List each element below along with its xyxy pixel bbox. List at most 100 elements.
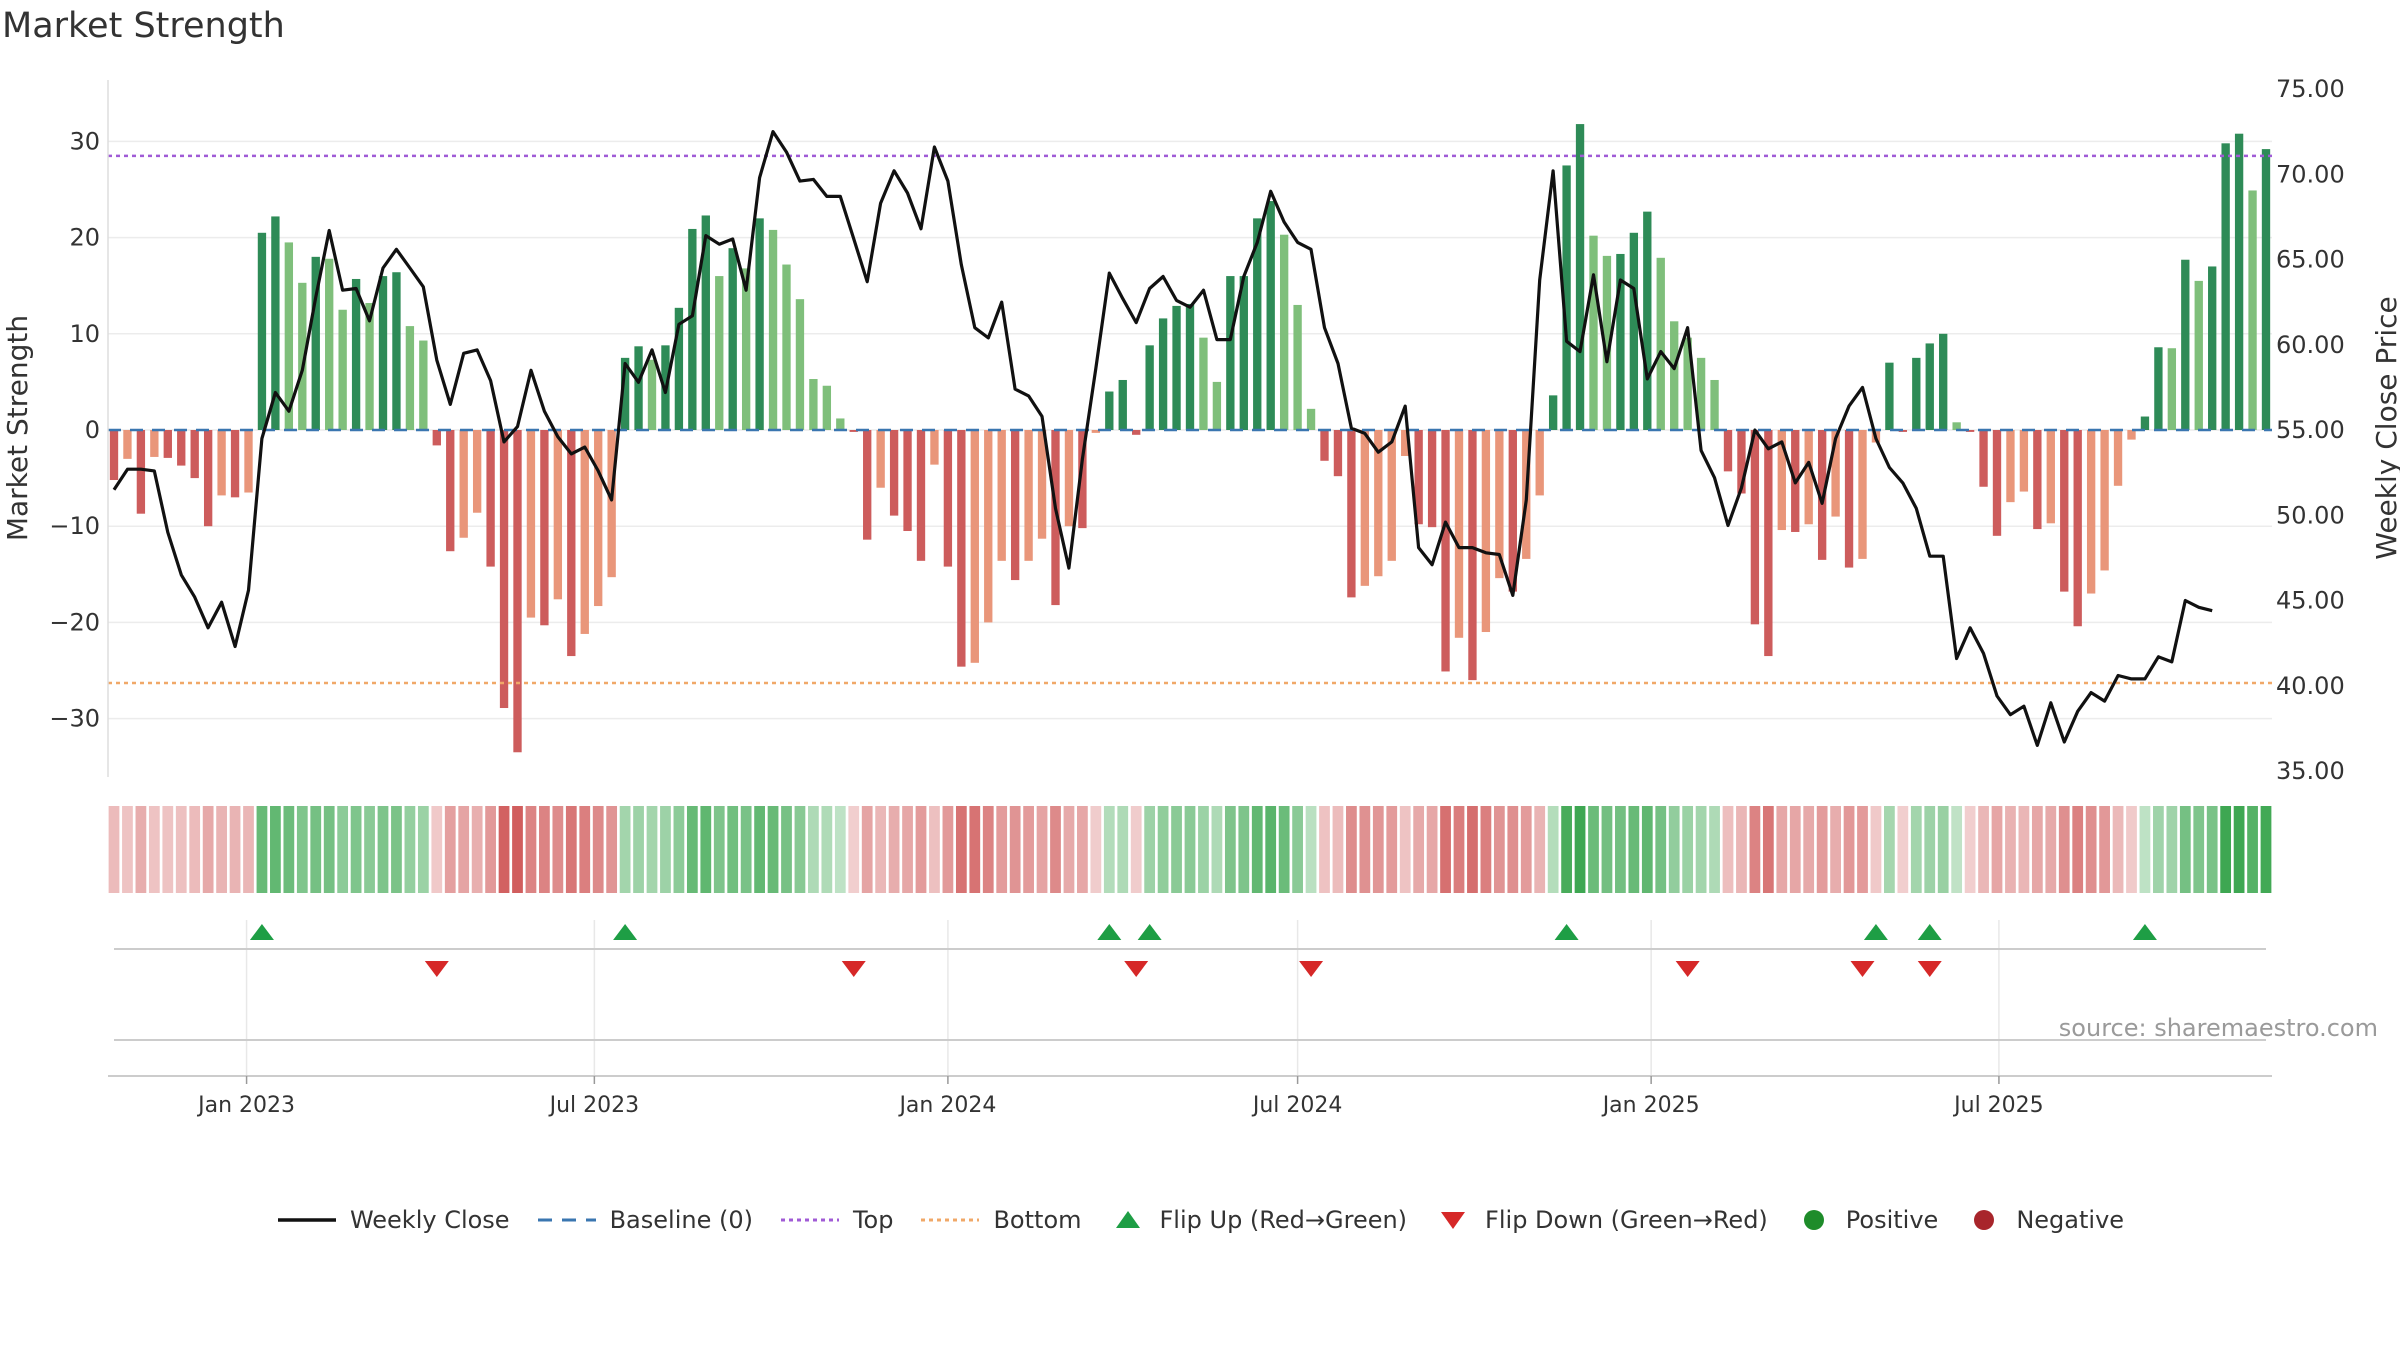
- strength-bar: [1145, 345, 1154, 430]
- strength-bar: [230, 430, 240, 498]
- strength-bar: [2181, 259, 2190, 430]
- strength-bar: [2154, 347, 2163, 430]
- heat-cell: [781, 806, 792, 893]
- legend-weekly-close-label: Weekly Close: [349, 1206, 510, 1234]
- strength-bar: [1723, 430, 1733, 472]
- heat-cell: [256, 806, 268, 893]
- strength-bar: [1589, 235, 1598, 430]
- strength-bar: [1212, 381, 1222, 430]
- strength-bar: [1817, 430, 1827, 560]
- strength-bar: [1495, 430, 1504, 579]
- heat-cell: [2072, 806, 2084, 893]
- heat-cell: [202, 806, 214, 893]
- flip-up-marker: [1097, 924, 1122, 940]
- heat-cell: [135, 806, 147, 893]
- strength-bar: [594, 430, 603, 607]
- heat-cell: [875, 806, 887, 893]
- legend: Weekly Close Baseline (0) Top Bottom Fli…: [0, 1206, 2400, 1234]
- heat-cell: [2031, 806, 2043, 893]
- heat-cell: [1789, 806, 1801, 893]
- strength-bar: [1468, 430, 1477, 681]
- y-tick-label: −30: [49, 705, 100, 733]
- heat-cell: [1682, 806, 1694, 893]
- strength-bar: [1696, 357, 1706, 430]
- triangle-up-icon: [1115, 1211, 1140, 1228]
- strength-bar: [2019, 430, 2029, 492]
- strength-bar: [2261, 149, 2271, 430]
- strength-bar: [2194, 280, 2203, 430]
- heat-cell: [1561, 806, 1572, 893]
- heat-cell: [794, 806, 806, 893]
- heat-cell: [579, 806, 591, 893]
- heat-cell: [1292, 806, 1303, 893]
- heat-cell: [458, 806, 470, 893]
- heat-cell: [1023, 806, 1034, 893]
- flip-up-marker: [613, 924, 638, 940]
- heat-cell: [1332, 806, 1344, 893]
- legend-bottom-label: Bottom: [993, 1206, 1082, 1234]
- heat-cell: [929, 806, 940, 893]
- heat-cell: [1077, 806, 1088, 893]
- strength-bar: [2100, 430, 2109, 571]
- strength-bar: [1010, 430, 1020, 581]
- strength-bar: [1602, 255, 1612, 430]
- heat-cell: [1641, 806, 1653, 893]
- strength-bar: [1091, 430, 1101, 433]
- strength-bar: [244, 430, 253, 493]
- heat-cell: [2260, 806, 2272, 893]
- strength-bar: [298, 282, 307, 430]
- strength-bar: [970, 430, 979, 663]
- heat-cell: [2153, 806, 2164, 893]
- heat-cell: [431, 806, 443, 893]
- heat-cell: [364, 806, 375, 893]
- legend-flip-up-label: Flip Up (Red→Green): [1159, 1206, 1408, 1234]
- y2-tick-label: 55.00: [2276, 416, 2345, 444]
- strength-bar: [2006, 430, 2015, 503]
- heat-cell: [1749, 806, 1761, 893]
- strength-bar: [2140, 416, 2150, 430]
- strength-bar: [1777, 430, 1786, 531]
- strength-bar: [150, 430, 159, 457]
- heat-cell: [1964, 806, 1976, 893]
- strength-bar: [1548, 395, 1558, 430]
- heat-cell: [996, 806, 1008, 893]
- strength-bar: [647, 359, 657, 430]
- heat-cell: [1547, 806, 1559, 893]
- strength-bar: [2033, 430, 2042, 530]
- strength-bar: [419, 340, 428, 430]
- strength-bar: [984, 430, 993, 623]
- strength-bar: [634, 346, 643, 430]
- heat-cell: [296, 806, 308, 893]
- flip-up-marker: [1554, 924, 1579, 940]
- dotted-line-swatch-icon: [921, 1218, 980, 1222]
- strength-bar: [715, 276, 724, 430]
- y-tick-label: 0: [85, 416, 100, 444]
- strength-bar: [876, 430, 885, 488]
- heat-cell: [2099, 806, 2110, 893]
- heat-cell: [740, 806, 752, 893]
- heat-cell: [1198, 806, 1209, 893]
- heat-cell: [1991, 806, 2003, 893]
- y-tick-label: 30: [69, 127, 100, 155]
- strength-bar: [1481, 430, 1491, 633]
- flip-up-marker: [1137, 924, 1162, 940]
- heat-cell: [1413, 806, 1425, 893]
- strength-bar: [1199, 337, 1208, 430]
- heat-cell: [2139, 806, 2151, 893]
- strength-bar: [271, 216, 280, 430]
- heat-cell: [1386, 806, 1398, 893]
- strength-bar: [997, 430, 1006, 561]
- strength-bar: [916, 430, 926, 561]
- heat-cell: [969, 806, 981, 893]
- strength-bar: [2167, 348, 2177, 430]
- heat-cell: [1359, 806, 1371, 893]
- strength-bar: [1226, 276, 1235, 430]
- heat-cell: [1601, 806, 1613, 893]
- strength-bar: [109, 430, 119, 481]
- heat-cell: [1265, 806, 1277, 893]
- strength-bar: [943, 430, 953, 567]
- heat-cell: [1211, 806, 1223, 893]
- strength-bar: [1024, 430, 1033, 561]
- strength-bar: [1939, 333, 1948, 430]
- heat-cell: [337, 806, 349, 893]
